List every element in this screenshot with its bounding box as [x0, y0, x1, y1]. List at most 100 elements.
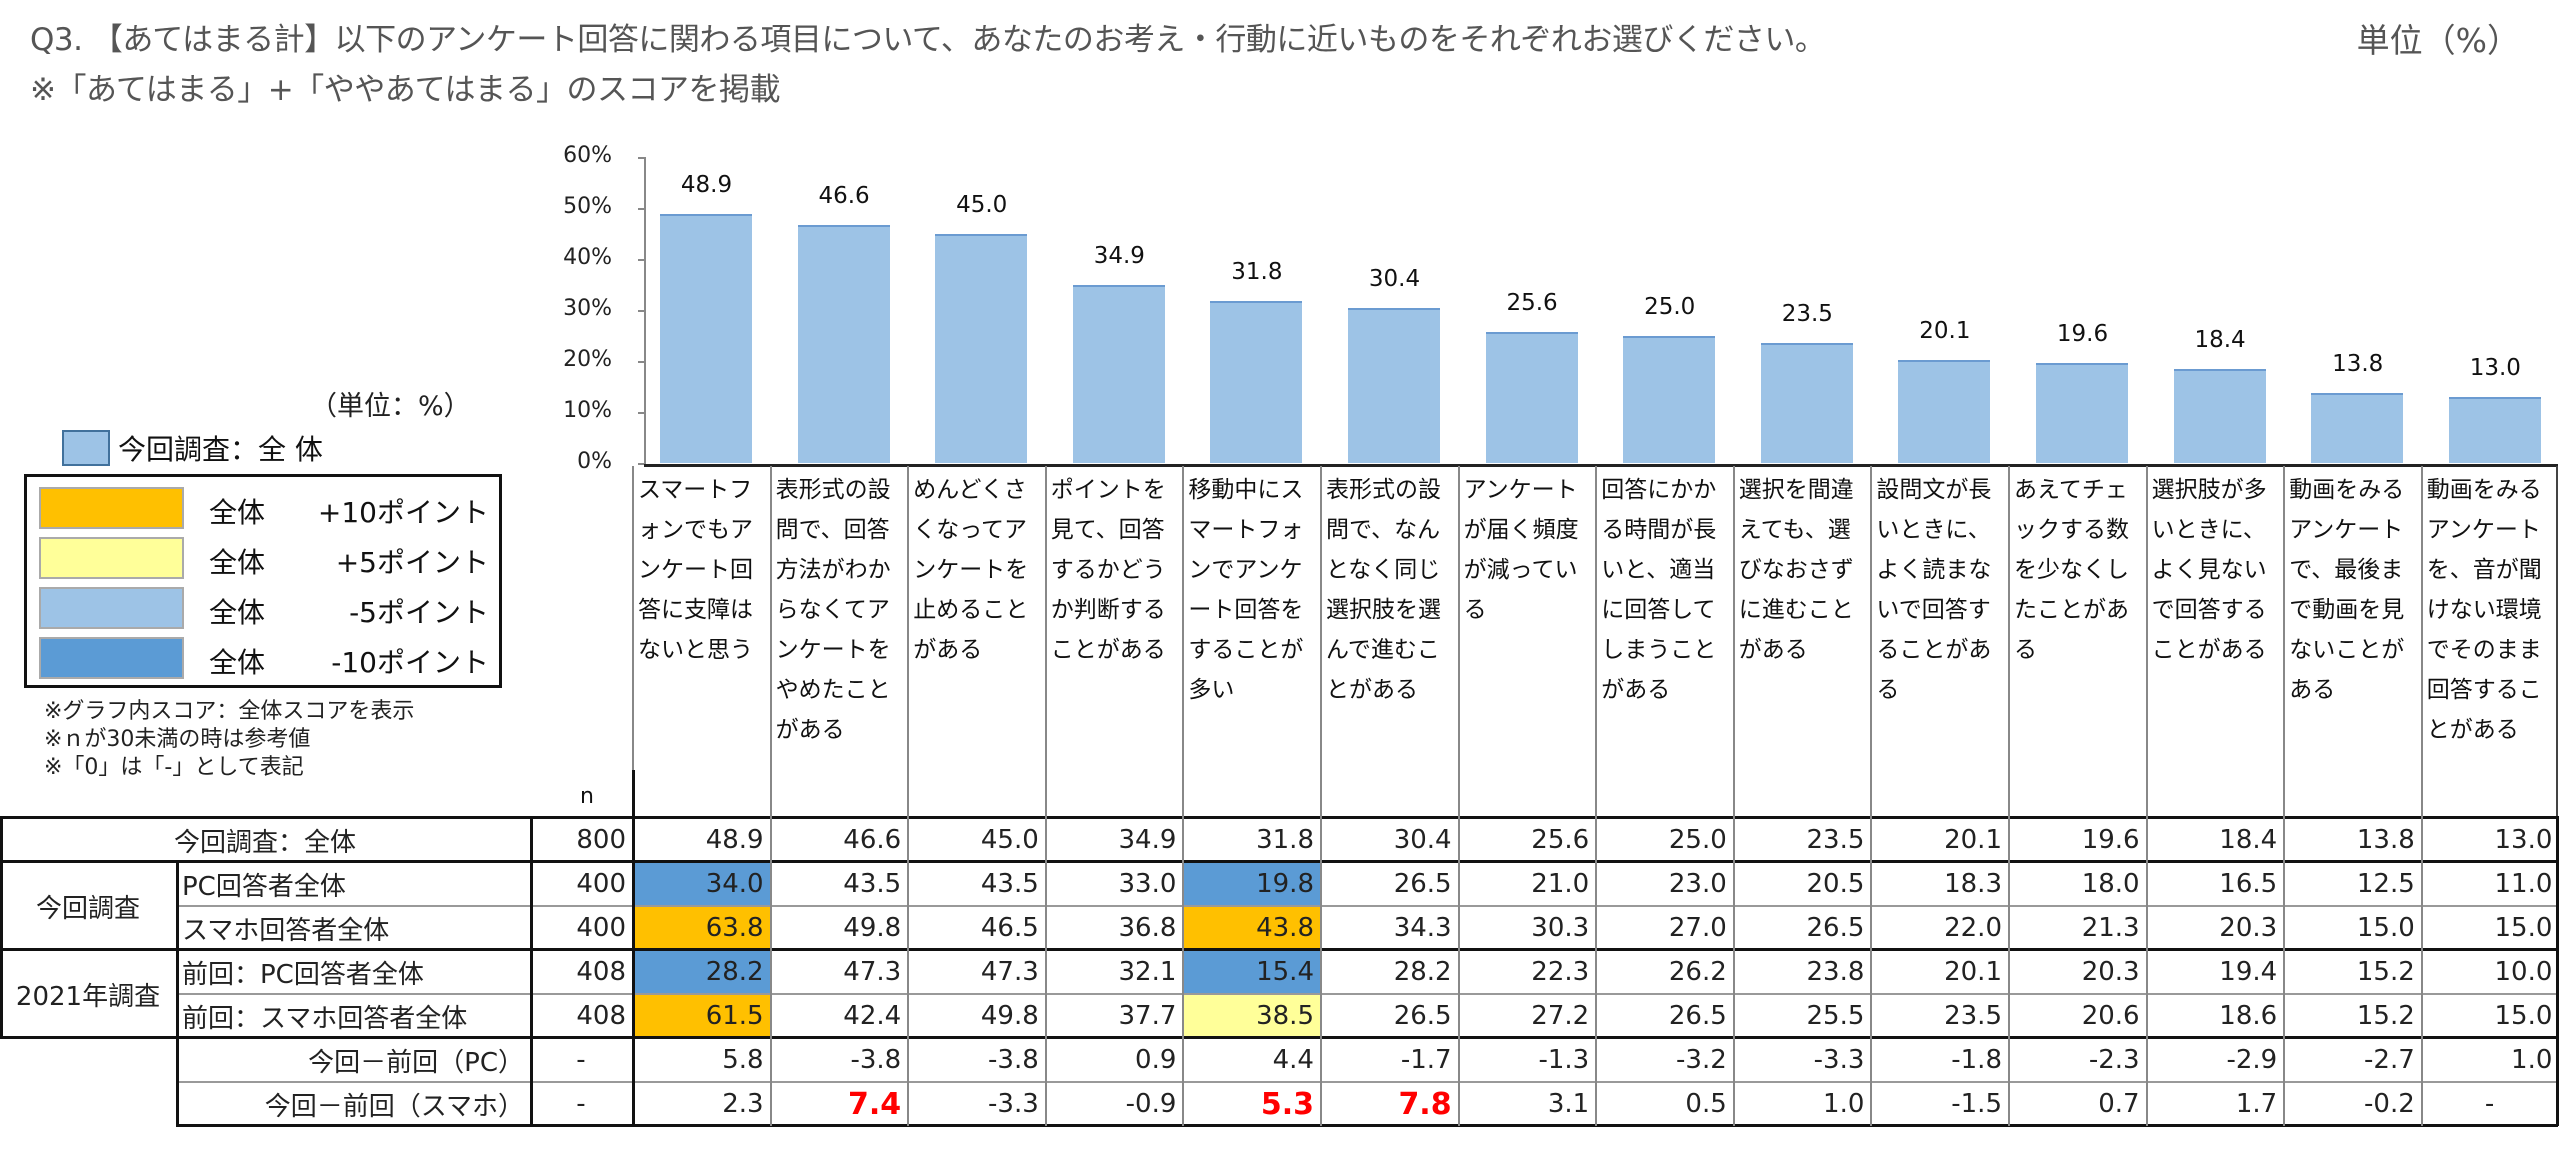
table-cell: 26.5: [1393, 869, 1452, 899]
table-cell: 19.6: [2081, 825, 2140, 855]
bar[interactable]: [1898, 360, 1991, 463]
y-axis-line: [644, 157, 646, 467]
table-cell: 46.5: [980, 913, 1039, 943]
table-cell: 38.5: [1182, 994, 1320, 1038]
row-label: 今回調査：全体: [173, 827, 356, 858]
y-tick-label: 0%: [577, 449, 612, 474]
table-cell: 0.7: [2098, 1089, 2140, 1119]
table-cell: 47.3: [843, 957, 902, 987]
grid-line: [2283, 816, 2286, 1126]
table-cell: 22.3: [1531, 957, 1590, 987]
bar-value-label: 19.6: [2056, 321, 2109, 348]
table-cell: 26.5: [1806, 913, 1865, 943]
y-tick-label: 30%: [563, 296, 612, 321]
table-cell: 27.0: [1668, 913, 1727, 943]
bar[interactable]: [660, 213, 752, 463]
table-cell: 15.0: [2356, 913, 2415, 943]
table-cell: -: [2484, 1089, 2495, 1119]
bar[interactable]: [2173, 369, 2266, 463]
note: ※「0」は「-」として表記: [44, 755, 304, 780]
table-cell: -1.3: [1538, 1045, 1590, 1075]
table-cell: 34.9: [1118, 825, 1177, 855]
table-cell: 15.0: [2494, 913, 2553, 943]
group-label-current: 今回調査: [35, 893, 140, 924]
table-cell: 2.3: [722, 1089, 764, 1119]
table-cell: 34.3: [1393, 913, 1452, 943]
legend-swatch: [62, 430, 110, 466]
legend-swatch-plus10: [39, 487, 184, 529]
grid-line: [0, 948, 2559, 951]
grid-line: [0, 860, 2559, 863]
table-cell: 7.8: [1398, 1086, 1452, 1122]
bar[interactable]: [2448, 396, 2541, 463]
bar-value-label: 34.9: [1093, 243, 1145, 269]
table-cell: 12.5: [2356, 869, 2415, 899]
table-cell: 28.2: [1393, 957, 1452, 987]
table-cell: -2.3: [2088, 1045, 2140, 1075]
legend-row-label: 全体: [209, 596, 266, 629]
y-tick: [638, 310, 644, 312]
table-cell: 30.4: [1393, 825, 1452, 855]
y-tick-label: 50%: [563, 194, 612, 219]
grid-line: [907, 816, 910, 1126]
bar[interactable]: [797, 225, 890, 463]
bar[interactable]: [2036, 363, 2128, 463]
bar-value-label: 46.6: [818, 183, 870, 210]
legend-row-label: 全体: [209, 646, 266, 679]
table-cell: 32.1: [1118, 957, 1177, 987]
legend-series: 今回調査：全 体: [62, 428, 323, 468]
bar-value-label: 30.4: [1368, 265, 1421, 292]
table-cell: 43.5: [843, 869, 902, 899]
x-axis-line: [644, 464, 2559, 467]
legend-row-points: -10ポイント: [331, 646, 489, 679]
table-cell: 46.6: [843, 825, 902, 855]
table-cell: 21.3: [2081, 913, 2140, 943]
legend-series-label: 今回調査：全 体: [118, 433, 323, 466]
table-cell: 25.0: [1668, 825, 1727, 855]
bar-value-label: 20.1: [1919, 318, 1971, 345]
bar-value-label: 13.8: [2332, 350, 2384, 377]
table-cell: 22.0: [1944, 913, 2002, 943]
legend-unit: （単位：%）: [310, 391, 471, 422]
table-cell: 1.0: [1823, 1089, 1865, 1119]
grid-line: [1182, 816, 1185, 1126]
bar[interactable]: [935, 233, 1028, 463]
n-value: 800: [576, 825, 626, 855]
bar[interactable]: [1210, 300, 1303, 463]
table-cell: 19.8: [1182, 862, 1320, 906]
table-cell: 26.5: [1393, 1001, 1452, 1031]
bar[interactable]: [1485, 332, 1578, 463]
row-label: 今回－前回（スマホ）: [264, 1091, 524, 1122]
legend-row-points: +10ポイント: [317, 496, 489, 529]
table-cell: 25.5: [1806, 1001, 1865, 1031]
bar[interactable]: [2311, 392, 2404, 463]
table-cell: -0.2: [2364, 1089, 2415, 1119]
table-cell: -3.3: [1813, 1045, 1865, 1075]
table-cell: 61.5: [632, 994, 770, 1038]
table-cell: 28.2: [632, 950, 770, 994]
table-cell: 18.0: [2081, 869, 2140, 899]
table-cell: 30.3: [1531, 913, 1590, 943]
bar[interactable]: [1760, 343, 1853, 463]
bar[interactable]: [1348, 307, 1440, 463]
grid-line: [176, 1081, 2559, 1083]
grid-line: [0, 816, 3, 1038]
bar[interactable]: [1072, 285, 1165, 463]
n-value: -: [576, 1089, 586, 1119]
category-label: 動画をみるアンケートを、音が聞けない環境でそのまま回答することがある: [2420, 466, 2559, 818]
table-cell: 33.0: [1118, 869, 1177, 899]
table-cell: 23.0: [1668, 869, 1727, 899]
table-cell: 47.3: [980, 957, 1039, 987]
group-label-2021: 2021年調査: [15, 981, 161, 1012]
table-cell: -3.8: [850, 1045, 902, 1075]
note: ※ｎが30未満の時は参考値: [44, 727, 311, 752]
row-label: 前回：スマホ回答者全体: [182, 1003, 468, 1034]
n-value: 400: [576, 913, 626, 943]
bar[interactable]: [1623, 335, 1716, 463]
table-cell: 43.8: [1182, 906, 1320, 950]
table-cell: 5.3: [1260, 1086, 1314, 1122]
unit-label: 単位（%）: [2356, 21, 2520, 60]
table-cell: 23.5: [1944, 1001, 2002, 1031]
grid-line: [1595, 816, 1598, 1126]
table-cell: 63.8: [632, 906, 770, 950]
